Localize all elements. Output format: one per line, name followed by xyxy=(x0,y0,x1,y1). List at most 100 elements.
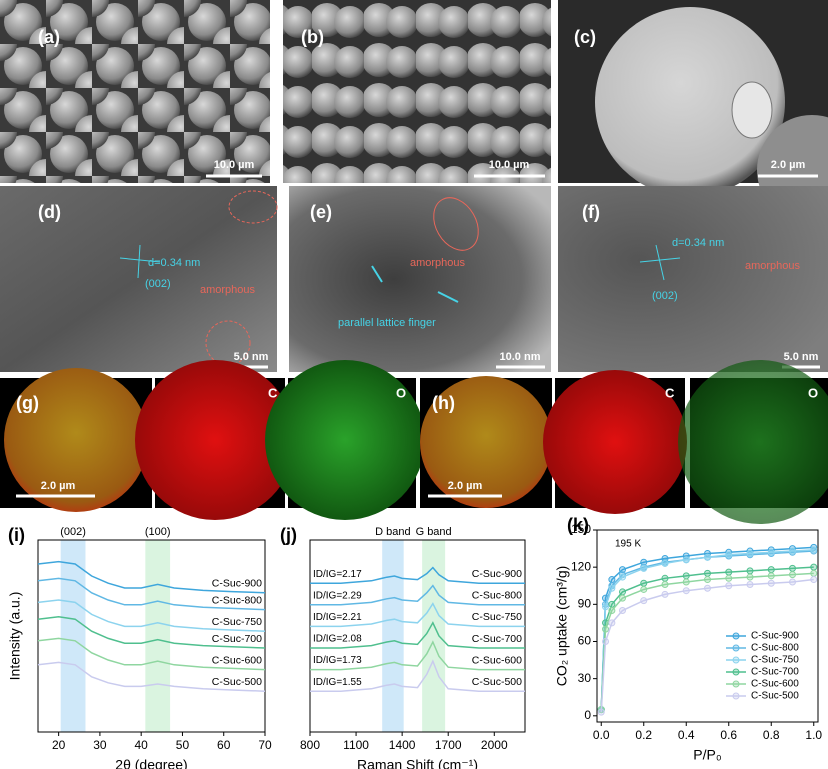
point xyxy=(789,547,796,555)
series-line xyxy=(600,546,814,710)
band xyxy=(60,540,86,732)
legend-marker xyxy=(732,656,740,664)
point xyxy=(608,600,616,608)
panel-label: (k) xyxy=(567,515,589,535)
scale-label: 2.0 µm xyxy=(41,480,76,492)
y-tick-label: 150 xyxy=(571,522,591,536)
scale-label: 5.0 nm xyxy=(784,351,819,363)
tem-image xyxy=(289,186,551,372)
point xyxy=(725,568,733,576)
x-tick-label: 0.6 xyxy=(720,728,737,742)
point xyxy=(597,708,605,716)
point xyxy=(682,587,690,595)
series-label: C-Suc-900 xyxy=(472,568,522,580)
y-tick-label: 30 xyxy=(578,671,592,685)
series-line xyxy=(37,599,266,632)
legend-marker xyxy=(732,680,740,688)
point xyxy=(602,637,609,645)
y-tick-label: 90 xyxy=(578,596,592,610)
x-tick-label: 60 xyxy=(217,738,231,752)
panel-label: (h) xyxy=(432,393,455,413)
legend-marker xyxy=(732,668,740,676)
legend-label: C-Suc-600 xyxy=(751,679,799,690)
legend-label: C-Suc-700 xyxy=(751,667,799,678)
point xyxy=(767,572,775,580)
legend-label: C-Suc-750 xyxy=(751,655,799,666)
x-tick-label: 50 xyxy=(176,738,190,752)
series-label: C-Suc-750 xyxy=(472,611,522,623)
point xyxy=(789,571,796,579)
series-line xyxy=(37,637,266,671)
point xyxy=(608,584,616,592)
point xyxy=(704,584,711,592)
x-axis-label: 2θ (degree) xyxy=(115,757,187,769)
point xyxy=(619,607,626,615)
annotation: parallel lattice finger xyxy=(338,317,436,329)
point xyxy=(767,548,775,556)
series-line xyxy=(310,659,525,692)
x-tick-label: 0.0 xyxy=(593,728,610,742)
point xyxy=(789,578,796,586)
scale-label: 2.0 µm xyxy=(771,159,806,171)
point xyxy=(602,603,609,611)
element-label: O xyxy=(808,385,818,400)
series-line xyxy=(37,577,266,611)
scale-label: 5.0 nm xyxy=(234,351,269,363)
x-tick-label: 0.4 xyxy=(678,728,695,742)
scale-label: 10.0 µm xyxy=(489,159,530,171)
point xyxy=(767,579,775,587)
point xyxy=(608,576,616,584)
series-label: C-Suc-750 xyxy=(212,616,262,628)
x-tick-label: 70 xyxy=(258,738,272,752)
point xyxy=(746,550,754,558)
point xyxy=(608,619,616,627)
panel-label: (i) xyxy=(8,525,25,545)
annotation: d=0.34 nm xyxy=(148,257,200,269)
x-tick-label: 40 xyxy=(135,738,149,752)
legend-marker xyxy=(732,692,740,700)
series-label: C-Suc-800 xyxy=(472,590,522,602)
series-line xyxy=(37,616,266,649)
series-label: C-Suc-700 xyxy=(212,633,262,645)
fragment xyxy=(731,81,773,139)
point xyxy=(661,590,669,598)
band xyxy=(145,540,171,732)
point xyxy=(746,573,754,581)
element-label: O xyxy=(396,385,406,400)
series-label: C-Suc-500 xyxy=(212,676,262,688)
series-line xyxy=(600,549,814,710)
point xyxy=(640,585,648,593)
point xyxy=(619,594,626,602)
annotation: 195 K xyxy=(615,539,641,550)
annotation: amorphous xyxy=(745,260,801,272)
series-label: C-Suc-600 xyxy=(472,654,522,666)
lattice-line xyxy=(119,257,161,263)
panel-label: (e) xyxy=(310,202,332,222)
annotation: amorphous xyxy=(200,284,256,296)
lattice-line xyxy=(371,265,383,283)
band-label: (100) xyxy=(145,526,171,538)
point xyxy=(704,576,711,584)
sem-image xyxy=(283,0,551,183)
series-label: C-Suc-900 xyxy=(212,578,262,590)
x-tick-label: 0.2 xyxy=(635,728,652,742)
band xyxy=(382,540,404,732)
y-tick-label: 0 xyxy=(584,708,591,722)
panel-label: (b) xyxy=(301,27,324,47)
point xyxy=(810,569,818,577)
ratio-label: ID/IG=2.21 xyxy=(313,612,362,623)
point xyxy=(725,582,733,590)
series-line xyxy=(600,572,814,710)
panel-label: (d) xyxy=(38,202,61,222)
point xyxy=(619,588,626,596)
band-label: G band xyxy=(416,526,452,538)
plot-frame xyxy=(309,539,526,733)
y-tick-label: 120 xyxy=(571,559,591,573)
annotation: amorphous xyxy=(410,257,466,269)
series-line xyxy=(310,640,525,671)
x-tick-label: 800 xyxy=(300,738,320,752)
series-line xyxy=(310,584,525,606)
series-line xyxy=(310,566,525,584)
